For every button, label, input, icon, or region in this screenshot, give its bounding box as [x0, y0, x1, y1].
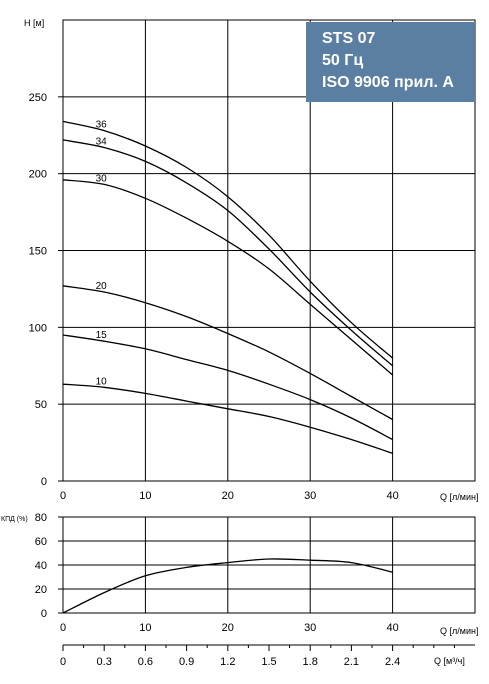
m3h-tick-label: 0 [60, 656, 66, 668]
eff-x-tick-label: 20 [222, 622, 234, 634]
head-curve-34 [62, 139, 394, 367]
head-y-tick-label: 0 [41, 476, 47, 488]
head-x-tick-label: 0 [60, 490, 66, 502]
m3h-tick-label: 1.2 [220, 656, 235, 668]
head-curves [62, 120, 394, 454]
curve-label-10: 10 [96, 376, 108, 387]
curve-label-34: 34 [96, 137, 108, 148]
eff-x-tick-label: 40 [386, 622, 398, 634]
m3h-tick-label: 0.6 [138, 656, 153, 668]
m3h-tick-label: 2.4 [385, 656, 400, 668]
head-x-tick-label: 40 [386, 490, 398, 502]
eff-y-tick-label: 80 [35, 512, 47, 524]
eff-y-tick-label: 20 [35, 584, 47, 596]
curve-label-20: 20 [96, 281, 108, 292]
head-curve-15 [62, 334, 393, 441]
head-y-tick-label: 250 [29, 92, 47, 104]
curve-label-30: 30 [96, 173, 108, 184]
eff-y-tick-label: 60 [35, 536, 47, 548]
title-model: STS 07 [322, 30, 376, 47]
title-standard: ISO 9906 прил. A [322, 74, 454, 91]
eff-x-tick-label: 10 [139, 622, 151, 634]
m3h-tick-label: 1.8 [303, 656, 318, 668]
head-y-tick-label: 200 [29, 169, 47, 181]
head-x-tick-label: 20 [222, 490, 234, 502]
head-curve-30 [62, 179, 394, 376]
head-x-tick-label: 30 [304, 490, 316, 502]
head-x-tick-label: 10 [139, 490, 151, 502]
curve-label-36: 36 [96, 120, 108, 131]
m3h-tick-label: 2.1 [344, 656, 359, 668]
efficiency-chart-grid [58, 516, 476, 614]
head-x-axis-label: Q [л/мин] [440, 492, 478, 502]
efficiency-curve [62, 558, 393, 614]
head-chart-labels: 0 10 20 30 40 0 50 100 150 200 250 H [м] Q [л/мин] 36… [24, 18, 478, 502]
title-box: STS 07 50 Гц ISO 9906 прил. A [306, 22, 475, 102]
eff-y-tick-label: 40 [35, 560, 47, 572]
head-y-tick-label: 50 [35, 399, 47, 411]
head-curve-10 [62, 383, 393, 454]
m3h-tick-label: 1.5 [261, 656, 276, 668]
eff-x-tick-label: 30 [304, 622, 316, 634]
eff-y-tick-label: 0 [41, 608, 47, 620]
head-y-tick-label: 100 [29, 322, 47, 334]
title-frequency: 50 Гц [322, 52, 364, 69]
m3h-tick-label: 0.3 [97, 656, 112, 668]
eff-x-tick-label: 0 [60, 622, 66, 634]
flow-m3h-axis: 0 0.3 0.6 0.9 1.2 1.5 1.8 2.1 2.4 Q [м³/ч] [60, 644, 475, 668]
eff-x-axis-label: Q [л/мин] [440, 626, 478, 636]
head-curve-36 [62, 120, 394, 359]
curve-label-15: 15 [96, 330, 108, 341]
efficiency-curve-line [62, 558, 393, 614]
head-y-tick-label: 150 [29, 246, 47, 258]
m3h-tick-label: 0.9 [179, 656, 194, 668]
eff-y-axis-label: КПД (%) [1, 516, 28, 523]
efficiency-chart-labels: 0 10 20 30 40 0 20 40 60 80 КПД (%) Q [л/мин] [1, 512, 478, 636]
m3h-axis-label: Q [м³/ч] [434, 656, 465, 666]
head-y-axis-label: H [м] [24, 18, 44, 28]
head-curve-20 [62, 285, 393, 421]
